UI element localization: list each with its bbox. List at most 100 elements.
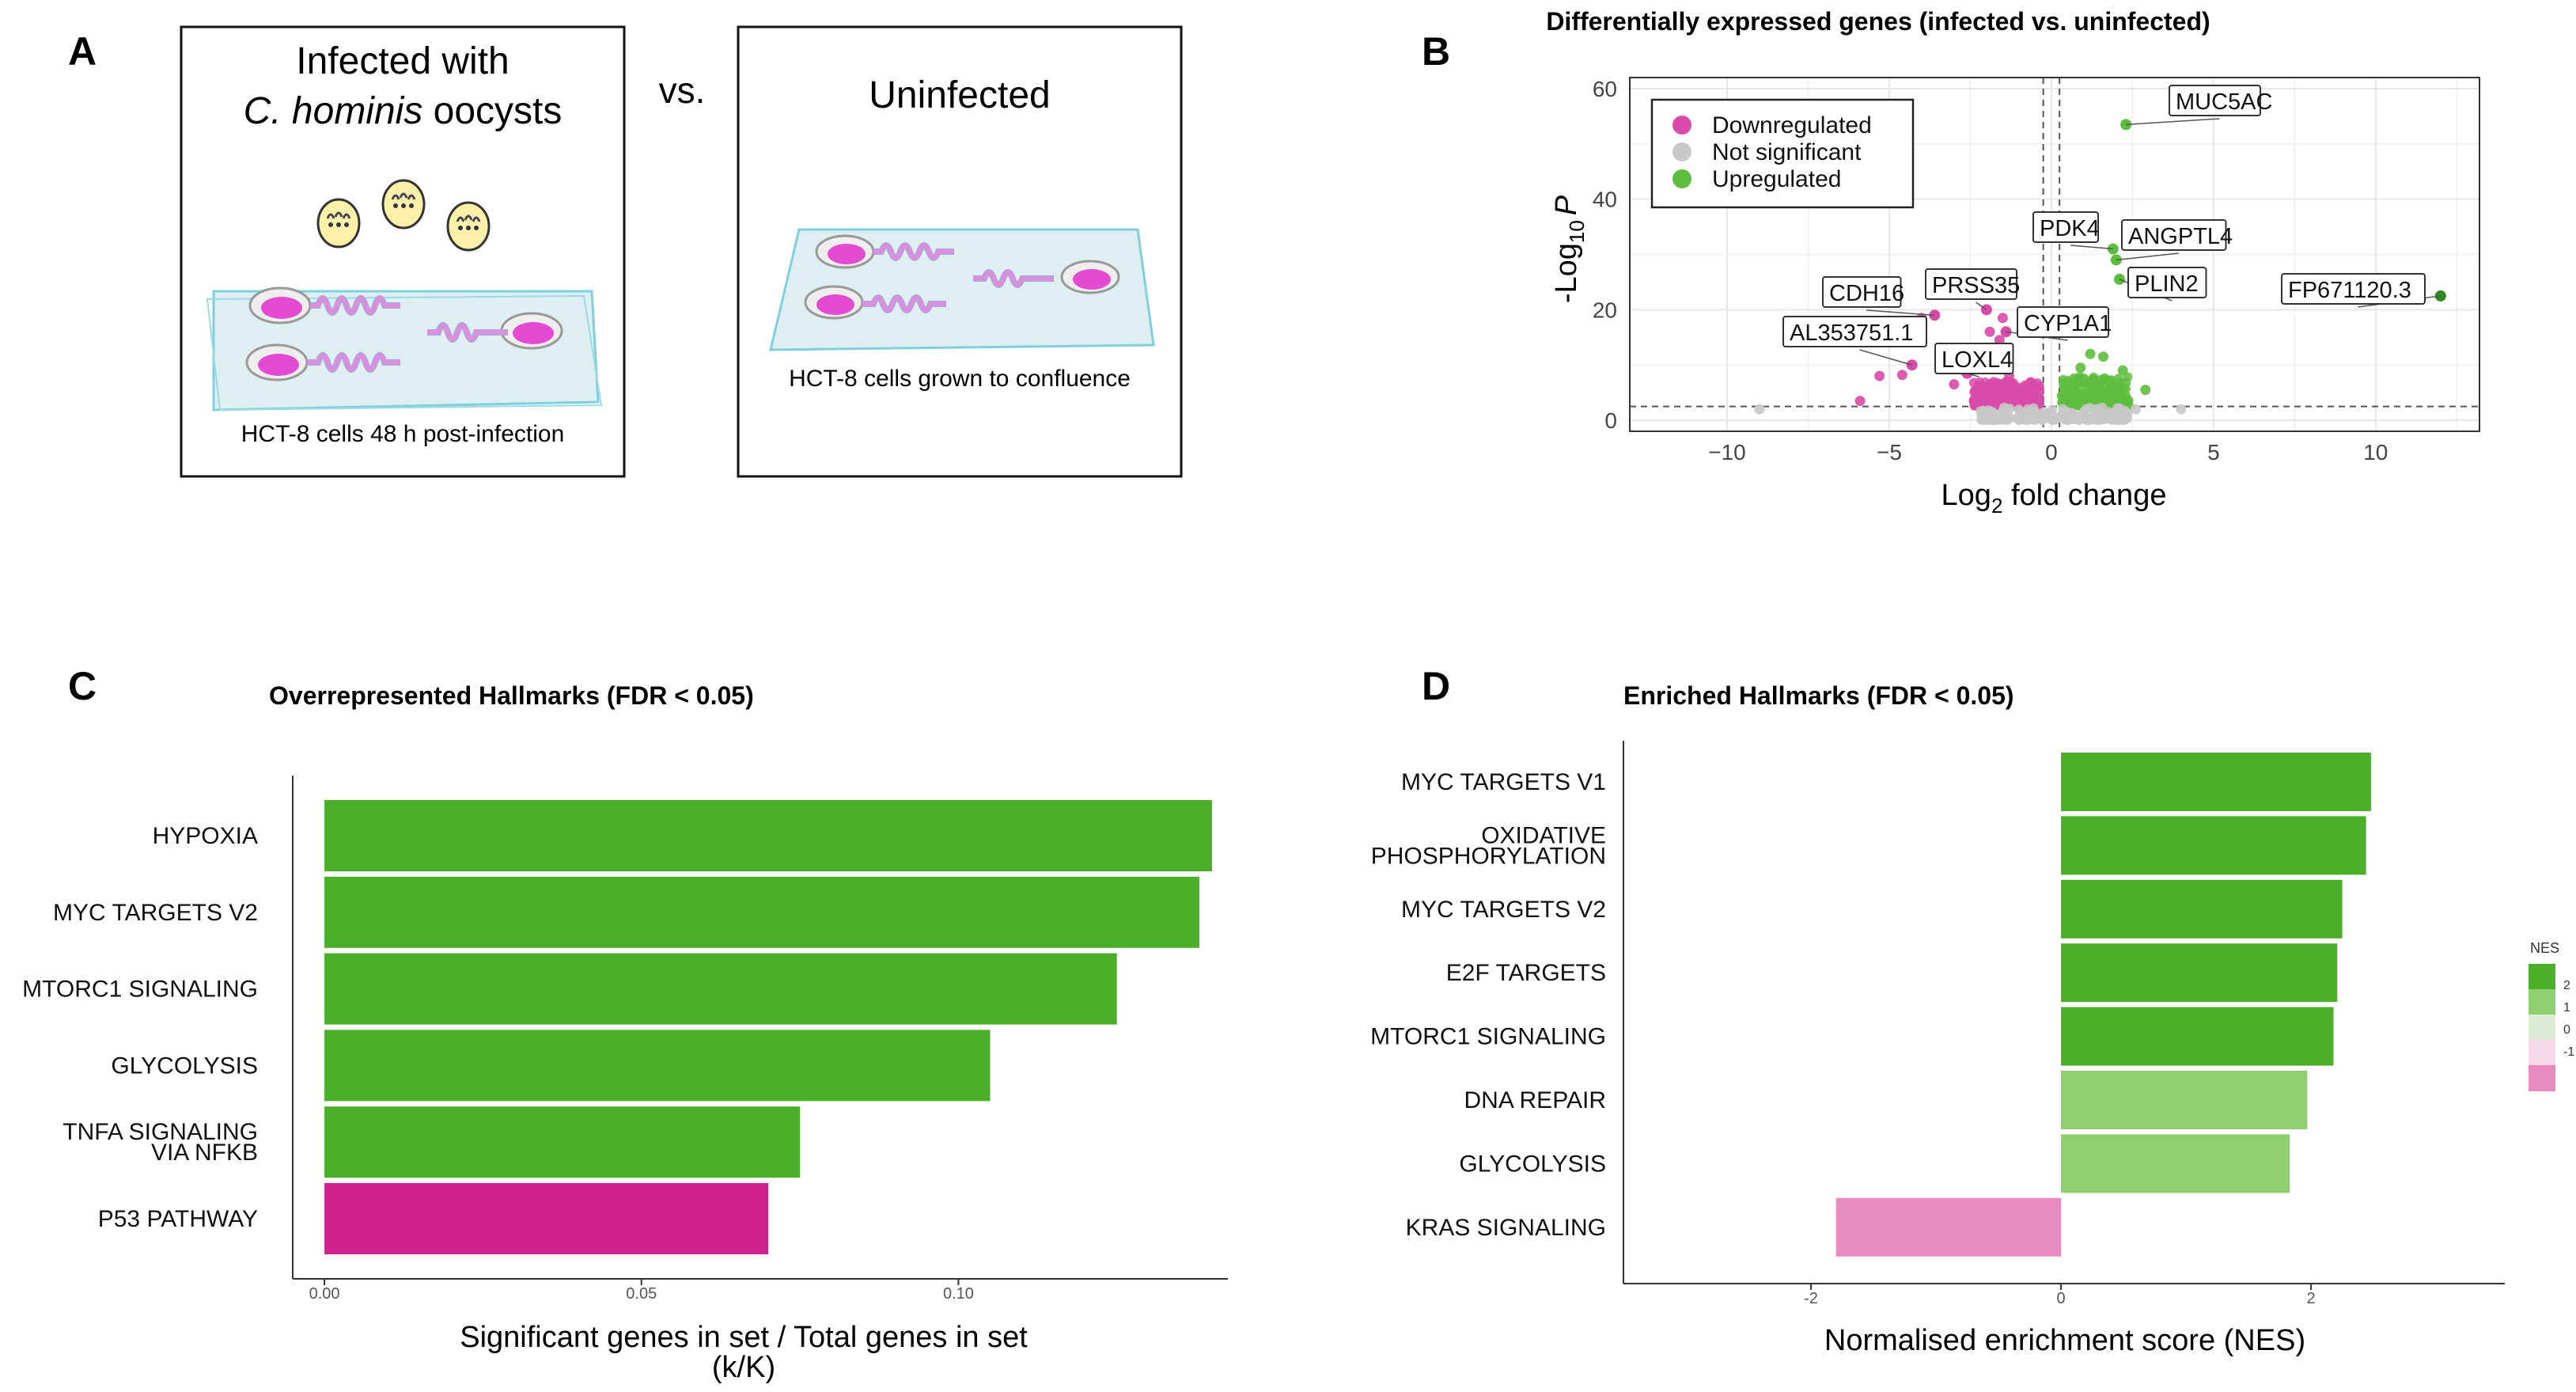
- panel-d: D Enriched Hallmarks (FDR < 0.05) MYC TA…: [1370, 664, 2574, 1357]
- infected-box: [180, 25, 626, 478]
- volcano-point: [2058, 407, 2068, 417]
- volcano-point: [2075, 362, 2086, 374]
- volcano-legend-label: Upregulated: [1712, 166, 1841, 192]
- volcano-gene-label-box: [2017, 306, 2109, 338]
- nes-legend-gradient-step: [2529, 1015, 2555, 1041]
- volcano-point: [2062, 415, 2072, 425]
- uninfected-title: Uninfected: [869, 74, 1050, 116]
- enriched-xlabel: Normalised enrichment score (NES): [1824, 1324, 2305, 1357]
- overrep-xlabel-line2: (k/K): [712, 1351, 775, 1384]
- bar-x-tick-label: 0.00: [309, 1285, 340, 1303]
- bar: [2061, 816, 2366, 875]
- volcano-legend-swatch: [1673, 116, 1691, 135]
- volcano-label-connector: [2126, 118, 2220, 126]
- infected-title-line2: C. hominis oocysts: [244, 90, 563, 132]
- volcano-point: [2078, 374, 2089, 385]
- oocyst-icon-group: [316, 179, 491, 252]
- bar-category-label: MYC TARGETS V2: [53, 900, 258, 926]
- volcano-point: [2110, 408, 2120, 419]
- volcano-ylabel: -Log10 P: [1550, 195, 1589, 303]
- panel-a: A Infected with C. hominis oocysts: [68, 25, 1183, 478]
- volcano-gene-label-box: [2127, 267, 2207, 298]
- volcano-x-tick-label: 10: [2363, 440, 2388, 465]
- volcano-point: [1977, 415, 1987, 426]
- volcano-legend-label: Downregulated: [1712, 112, 1872, 138]
- bar-category-label: GLYCOLYSIS: [1459, 1151, 1606, 1177]
- volcano-label-connector: [2116, 252, 2179, 261]
- volcano-gene-label: AL353751.1: [1790, 321, 1913, 346]
- volcano-point: [2117, 365, 2128, 376]
- volcano-point: [2093, 380, 2103, 390]
- bar: [1835, 1197, 2062, 1257]
- volcano-point: [2016, 412, 2026, 422]
- volcano-gene-label: PDK4: [2040, 216, 2100, 241]
- volcano-point: [1896, 370, 1907, 381]
- nes-legend-tick-label: -1: [2563, 1045, 2574, 1059]
- infected-title-line1: Infected with: [296, 40, 509, 82]
- volcano-y-tick-label: 0: [1604, 408, 1617, 433]
- volcano-xlabel-rest: fold change: [2002, 479, 2166, 512]
- volcano-gene-label-box: [2032, 211, 2099, 243]
- bar-x-tick-label: 2: [2307, 1290, 2316, 1307]
- nes-legend-title: NES: [2530, 940, 2559, 956]
- bar-category-label: MTORC1 SIGNALING: [1370, 1024, 1606, 1050]
- infected-title-italic: C. hominis: [244, 90, 423, 132]
- bar-category-label: KRAS SIGNALING: [1406, 1215, 1606, 1241]
- volcano-point: [1754, 404, 1765, 415]
- volcano-ylabel-sub: 10: [1565, 220, 1589, 243]
- volcano-title: Differentially expressed genes (infected…: [1546, 7, 2210, 36]
- bar: [324, 1106, 801, 1178]
- volcano-point: [1969, 385, 1979, 396]
- volcano-gene-label-box: [1822, 276, 1902, 308]
- volcano-point: [2121, 391, 2131, 401]
- volcano-gene-label: CDH16: [1829, 281, 1904, 306]
- volcano-legend-swatch: [1673, 169, 1691, 188]
- volcano-y-tick-label: 40: [1593, 188, 1617, 212]
- volcano-gene-label: ANGPTL4: [2128, 224, 2233, 249]
- volcano-label-connector: [1859, 349, 1912, 366]
- oocyst-icon: [381, 179, 426, 229]
- volcano-legend-label: Not significant: [1712, 139, 1862, 165]
- volcano-x-tick-label: −10: [1708, 440, 1746, 465]
- volcano-y-tick-label: 20: [1593, 298, 1617, 322]
- volcano-point: [2176, 404, 2187, 415]
- volcano-ylabel-italic: P: [1550, 195, 1583, 215]
- volcano-point: [1990, 398, 2000, 408]
- bar: [2061, 1134, 2290, 1193]
- nes-legend-gradient-step: [2529, 1040, 2555, 1066]
- bar-category-label: VIA NFKB: [151, 1140, 258, 1166]
- nes-legend: NES 2 1 0 -1: [2529, 940, 2574, 1091]
- bar-category-label: E2F TARGETS: [1446, 960, 1606, 986]
- uninfected-box: [737, 25, 1183, 478]
- volcano-point: [1992, 413, 2002, 423]
- bar: [2061, 753, 2371, 811]
- vs-label: vs.: [659, 70, 706, 111]
- volcano-point: [2045, 413, 2055, 423]
- panel-d-letter: D: [1422, 664, 1450, 708]
- infected-title-rest: oocysts: [422, 90, 562, 132]
- volcano-gene-label: PRSS35: [1932, 273, 2020, 298]
- overrep-xlabel: Significant genes in set / Total genes i…: [460, 1321, 1028, 1354]
- volcano-xlabel-sub: 2: [1991, 494, 2002, 518]
- bar: [2061, 879, 2343, 939]
- volcano-gene-label-box: [2281, 273, 2426, 305]
- volcano-point: [1854, 396, 1866, 407]
- panel-c: C Overrepresented Hallmarks (FDR < 0.05)…: [22, 664, 1228, 1384]
- volcano-point: [1976, 406, 1986, 416]
- panel-b: B Differentially expressed genes (infect…: [1422, 7, 2480, 518]
- bar-category-label: OXIDATIVE: [1481, 822, 1606, 848]
- volcano-ylabel-main: -Log: [1550, 243, 1583, 303]
- volcano-point: [2006, 385, 2017, 395]
- volcano-point: [1968, 377, 1979, 388]
- volcano-gene-label-box: [1782, 316, 1927, 347]
- volcano-x-tick-label: −5: [1877, 440, 1902, 465]
- volcano-point: [1984, 326, 1995, 337]
- bar-category-label: MTORC1 SIGNALING: [22, 977, 258, 1003]
- volcano-xlabel: Log2 fold change: [1941, 479, 2167, 518]
- volcano-gene-label: LOXL4: [1941, 347, 2013, 373]
- volcano-point: [2121, 410, 2131, 420]
- enriched-title: Enriched Hallmarks (FDR < 0.05): [1623, 681, 2014, 710]
- bar-category-label: HYPOXIA: [153, 823, 258, 849]
